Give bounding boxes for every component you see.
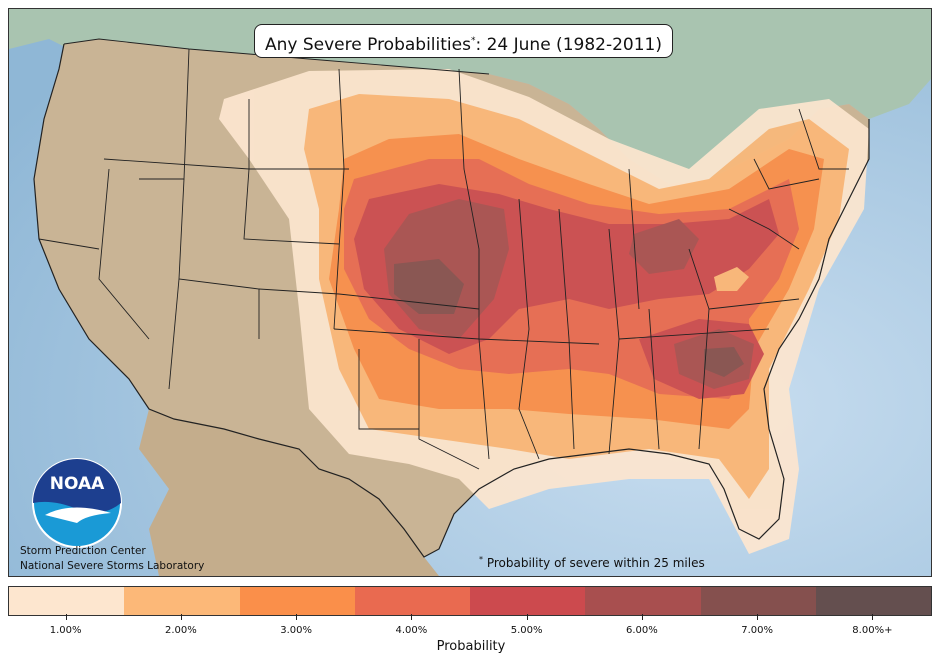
map-area: Any Severe Probabilities*: 24 June (1982… bbox=[8, 8, 932, 577]
colorbar-tick-label: 1.00% bbox=[49, 625, 82, 636]
colorbar-tick-label: 7.00% bbox=[741, 625, 774, 636]
colorbar-label: Probability bbox=[436, 639, 506, 654]
footnote: * Probability of severe within 25 miles bbox=[479, 555, 705, 570]
colorbar-segment-5 bbox=[470, 587, 586, 615]
colorbar-segment-3 bbox=[239, 587, 355, 615]
colorbar-tick-label: 2.00% bbox=[164, 625, 197, 636]
colorbar-tick-mark bbox=[296, 614, 298, 620]
colorbar-tick-label: 6.00% bbox=[625, 625, 658, 636]
colorbar-tick-mark bbox=[757, 614, 759, 620]
colorbar-segment-8 bbox=[815, 587, 931, 615]
footnote-marker: * bbox=[479, 555, 483, 564]
colorbar bbox=[8, 586, 932, 616]
colorbar-tick-mark bbox=[180, 614, 182, 620]
title-main: Any Severe Probabilities bbox=[265, 35, 471, 55]
colorbar-tick-label: 4.00% bbox=[395, 625, 428, 636]
us-outline bbox=[33, 43, 870, 558]
contour-lowspot-ky bbox=[714, 267, 749, 291]
colorbar-segment-4 bbox=[354, 587, 470, 615]
colorbar-tick-label: 5.00% bbox=[510, 625, 543, 636]
credit-nssl: National Severe Storms Laboratory bbox=[20, 560, 205, 572]
map-title: Any Severe Probabilities*: 24 June (1982… bbox=[254, 24, 673, 58]
colorbar-tick-mark bbox=[65, 614, 67, 620]
colorbar-tick-mark bbox=[872, 614, 874, 620]
contour-6pct-ohio bbox=[629, 219, 699, 274]
colorbar-tick-mark bbox=[526, 614, 528, 620]
footnote-text: Probability of severe within 25 miles bbox=[486, 556, 705, 570]
colorbar-tick-label: 3.00% bbox=[280, 625, 313, 636]
colorbar-segment-2 bbox=[124, 587, 240, 615]
colorbar-segment-6 bbox=[585, 587, 701, 615]
colorbar-segment-1 bbox=[9, 587, 125, 615]
title-marker: * bbox=[470, 36, 476, 46]
probability-contours bbox=[219, 69, 869, 554]
colorbar-tick-mark bbox=[641, 614, 643, 620]
colorbar-tick-mark bbox=[411, 614, 413, 620]
contour-7pct bbox=[394, 259, 464, 314]
credit-spc: Storm Prediction Center bbox=[20, 545, 146, 557]
title-date: : 24 June (1982-2011) bbox=[475, 35, 662, 55]
noaa-logo-icon: NOAA bbox=[32, 458, 122, 548]
noaa-logo-text: NOAA bbox=[50, 474, 105, 494]
colorbar-segment-7 bbox=[700, 587, 816, 615]
colorbar-tick-label: 8.00%+ bbox=[852, 625, 893, 636]
state-boundaries bbox=[38, 38, 849, 470]
map-canvas bbox=[9, 9, 931, 576]
mexico-land bbox=[139, 409, 439, 576]
canada-land bbox=[9, 9, 931, 184]
contour-7pct-se bbox=[704, 347, 744, 377]
